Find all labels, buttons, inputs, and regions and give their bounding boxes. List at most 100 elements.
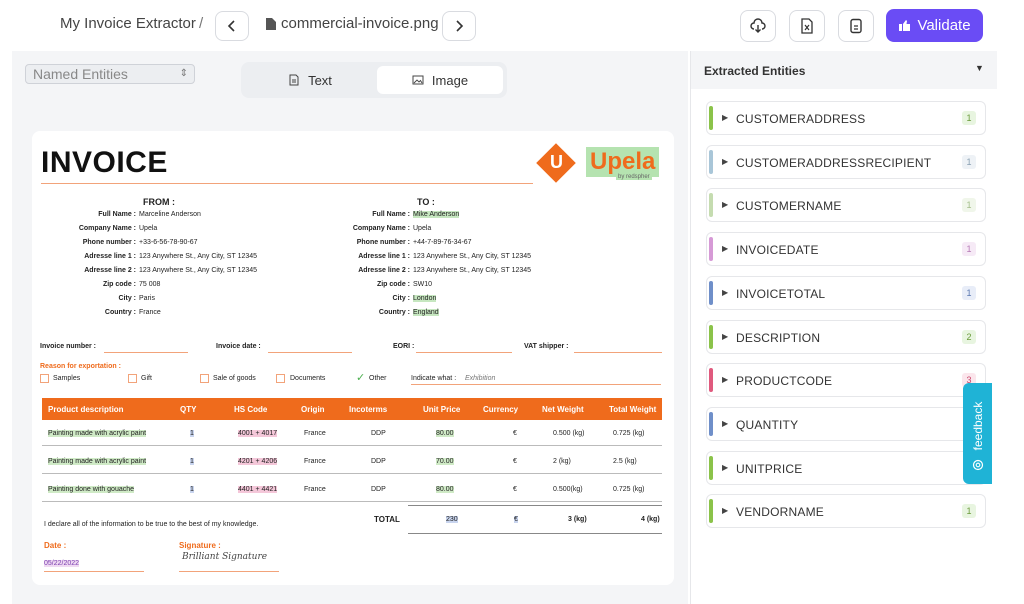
top-bar: My Invoice Extractor / commercial-invoic…	[0, 0, 1024, 50]
download-button[interactable]	[740, 10, 776, 42]
column-header: HS Code	[234, 405, 268, 414]
table-cell[interactable]: 4201 + 4206	[238, 458, 278, 465]
next-file-button[interactable]	[442, 11, 476, 41]
entity-item-vendorname[interactable]: ▶ VENDORNAME 1	[706, 494, 986, 529]
expand-arrow-icon[interactable]: ▶	[722, 375, 729, 385]
field-value: Marceline Anderson	[139, 211, 201, 218]
table-cell[interactable]: 1	[190, 486, 194, 493]
address-row: Company Name : Upela	[40, 225, 157, 232]
column-header: QTY	[180, 405, 197, 414]
column-header: Origin	[301, 405, 325, 414]
logo-text[interactable]: Upela	[586, 147, 660, 177]
export-document-button[interactable]	[838, 10, 874, 42]
expand-arrow-icon[interactable]: ▶	[722, 113, 729, 122]
field-label: City :	[118, 295, 137, 302]
field-label: Zip code :	[102, 281, 136, 288]
entity-color-bar	[709, 106, 713, 130]
breadcrumb-project[interactable]: My Invoice Extractor	[60, 15, 196, 32]
expand-arrow-icon[interactable]: ▶	[722, 287, 729, 297]
entity-item-customername[interactable]: ▶ CUSTOMERNAME 1	[706, 188, 986, 223]
field-label: Full Name :	[372, 211, 410, 218]
checkbox-gift	[128, 374, 137, 383]
invoice-number-line	[104, 352, 188, 353]
table-cell: France	[304, 430, 326, 437]
image-icon	[412, 75, 424, 85]
field-value[interactable]: London	[413, 295, 437, 302]
address-row: Adresse line 2 :123 Anywhere St., Any Ci…	[314, 267, 531, 274]
invoice-date-line	[268, 352, 352, 353]
entity-item-unitprice[interactable]: ▶ UNITPRICE	[706, 450, 986, 485]
address-row: Company Name : Upela	[314, 225, 431, 232]
field-label: Adresse line 2 :	[358, 267, 410, 274]
table-cell: France	[304, 458, 326, 465]
table-cell: 0.725 (kg)	[613, 430, 645, 437]
entity-count-badge: 1	[962, 504, 976, 519]
tab-text[interactable]: Text	[247, 66, 373, 94]
expand-arrow-icon[interactable]: ▶	[722, 462, 729, 472]
table-cell[interactable]: 1	[190, 458, 194, 465]
entity-color-bar	[709, 368, 713, 393]
entity-item-customeraddress[interactable]: ▶ CUSTOMERADDRESS 1	[706, 101, 986, 135]
total-underline	[408, 533, 662, 534]
invoice-title: INVOICE	[41, 146, 168, 179]
entity-label: QUANTITY	[736, 417, 799, 432]
breadcrumb-separator: /	[199, 15, 204, 32]
expand-arrow-icon[interactable]: ▶	[722, 331, 729, 341]
table-cell[interactable]: 80.00	[436, 430, 454, 437]
table-cell: 0.500 (kg)	[553, 430, 585, 437]
entities-panel: Extracted Entities ▼ ▶ CUSTOMERADDRESS 1 ▶ C…	[690, 51, 997, 604]
field-value: +33-6-56-78-90-67	[139, 239, 198, 246]
table-cell[interactable]: 1	[190, 430, 194, 437]
table-cell[interactable]: 4401 + 4421	[238, 486, 278, 493]
table-cell[interactable]: Painting done with gouache	[48, 486, 135, 493]
table-cell[interactable]: 4001 + 4017	[238, 430, 278, 437]
file-icon	[266, 17, 276, 30]
invoice-image: INVOICE U Upela by redspher FROM : TO : …	[32, 131, 674, 585]
address-row: Adresse line 2 :123 Anywhere St., Any Ci…	[40, 267, 257, 274]
entity-item-customeraddressrecipient[interactable]: ▶ CUSTOMERADDRESSRECIPIENT 1	[706, 144, 986, 179]
expand-arrow-icon[interactable]: ▶	[722, 200, 729, 210]
table-cell[interactable]: Painting made with acrylic paint	[48, 430, 147, 437]
checkbox-label: Gift	[141, 375, 152, 382]
entity-item-quantity[interactable]: ▶ QUANTITY	[706, 406, 986, 441]
expand-arrow-icon[interactable]: ▶	[722, 156, 729, 166]
date-value[interactable]: 05/22/2022	[44, 560, 80, 567]
vat-shipper-label: VAT shipper :	[524, 343, 569, 350]
validate-button[interactable]: Validate	[886, 9, 983, 42]
expand-arrow-icon[interactable]: ▶	[722, 418, 729, 428]
entity-item-productcode[interactable]: ▶ PRODUCTCODE 3	[706, 363, 986, 398]
table-cell[interactable]: Painting made with acrylic paint	[48, 458, 147, 465]
entity-count-badge: 1	[962, 111, 976, 125]
expand-arrow-icon[interactable]: ▶	[722, 244, 729, 254]
column-header: Unit Price	[423, 405, 461, 414]
indicate-what-value: Exhibition	[465, 375, 496, 382]
total-currency[interactable]: €	[514, 516, 518, 523]
table-cell[interactable]: 80.00	[436, 486, 454, 493]
entity-color-bar	[709, 499, 713, 524]
caret-down-icon[interactable]: ▼	[975, 63, 984, 73]
entity-item-invoicedate[interactable]: ▶ INVOICEDATE 1	[706, 232, 986, 267]
field-value[interactable]: Mike Anderson	[413, 211, 460, 218]
current-file: commercial-invoice.png	[265, 15, 439, 32]
table-row: Painting made with acrylic paint 1 4201 + …	[42, 448, 662, 474]
entity-item-invoicetotal[interactable]: ▶ INVOICETOTAL 1	[706, 275, 986, 310]
indicate-what-line	[411, 384, 661, 385]
entity-color-bar	[709, 193, 713, 218]
entity-type-select[interactable]: Named Entities ⇕	[25, 64, 195, 84]
entities-panel-header[interactable]: Extracted Entities ▼	[691, 51, 997, 89]
export-excel-button[interactable]	[789, 10, 825, 42]
feedback-tab[interactable]: feedback	[963, 383, 992, 484]
entity-label: PRODUCTCODE	[736, 374, 833, 389]
table-cell[interactable]: 70.00	[436, 458, 454, 465]
total-amount[interactable]: 230	[446, 516, 458, 523]
tab-image[interactable]: Image	[377, 66, 503, 94]
entity-item-description[interactable]: ▶ DESCRIPTION 2	[706, 319, 986, 354]
expand-arrow-icon[interactable]: ▶	[722, 506, 729, 516]
previous-file-button[interactable]	[215, 11, 249, 41]
entity-color-bar	[709, 411, 713, 436]
table-cell: €	[513, 486, 517, 493]
entity-type-select-value: Named Entities	[33, 66, 128, 82]
declaration-text: I declare all of the information to be t…	[44, 521, 259, 528]
entity-count-badge: 1	[962, 285, 976, 300]
field-value[interactable]: England	[413, 309, 439, 316]
